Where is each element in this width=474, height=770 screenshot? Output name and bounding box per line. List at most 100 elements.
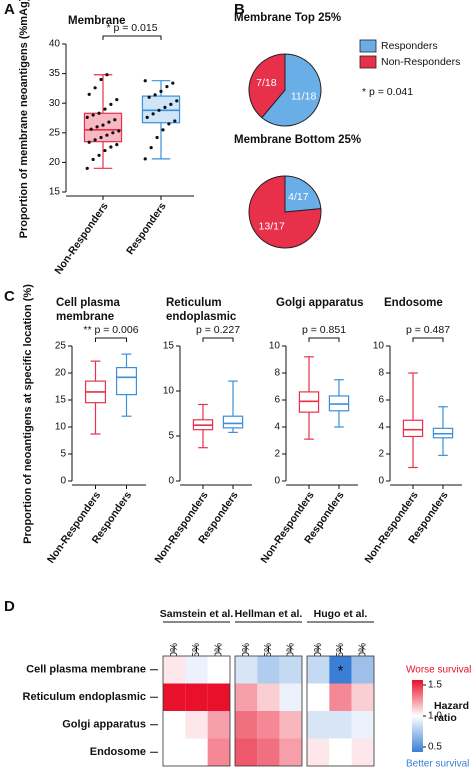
y-tick-label: 30	[49, 98, 61, 109]
box	[83, 112, 123, 143]
data-point	[147, 95, 151, 99]
p-bracket	[412, 337, 444, 342]
data-point	[171, 81, 175, 85]
data-point	[97, 153, 101, 157]
group-frame	[234, 655, 303, 767]
data-point	[175, 99, 179, 103]
data-point	[157, 108, 161, 112]
y-tick-label: 15	[55, 395, 67, 406]
data-point	[101, 123, 105, 127]
row-label: Endosome	[90, 746, 146, 758]
heat-cell	[185, 656, 208, 684]
group-label: Samstein et al.	[160, 608, 234, 620]
data-point	[87, 92, 91, 96]
y-tick-label: 2	[274, 449, 280, 460]
data-point	[173, 119, 177, 123]
data-point	[91, 113, 95, 117]
heat-cell	[329, 656, 352, 684]
column-label: 10%	[285, 643, 296, 663]
panel-label: D	[4, 598, 15, 615]
column-label: 25%	[191, 643, 202, 663]
p-value: p = 0.487	[406, 324, 450, 336]
y-tick-label: 6	[378, 395, 384, 406]
slice-label: 11/18	[291, 91, 317, 103]
chart-title: Cell plasma membrane	[56, 297, 120, 323]
heat-cell	[351, 711, 374, 739]
chart-title-box: Golgi apparatus	[276, 297, 364, 309]
heat-cell	[235, 656, 258, 684]
x-tick-label: Responders	[124, 200, 169, 257]
slice-label: 13/17	[259, 220, 285, 232]
pie-slice	[284, 175, 322, 213]
chart-title-box: Endosome	[384, 297, 443, 309]
column-label: 50%	[241, 643, 252, 663]
p-value: * p = 0.015	[106, 22, 157, 34]
y-tick-label: 40	[49, 39, 61, 50]
heat-cell	[351, 656, 374, 684]
y-tick-label: 4	[378, 422, 384, 433]
panel-label: A	[4, 1, 15, 18]
data-point	[143, 157, 147, 161]
p-value: ** p = 0.006	[83, 324, 138, 336]
data-point	[115, 143, 119, 147]
slice-label: 7/18	[256, 77, 277, 89]
heat-cell	[307, 656, 330, 684]
y-tick-label: 5	[168, 431, 174, 442]
slice-label: 4/17	[288, 191, 309, 203]
data-point	[163, 105, 167, 109]
y-tick-label: 0	[168, 476, 174, 487]
p-value: * p = 0.041	[362, 86, 413, 98]
column-label: 10%	[357, 643, 368, 663]
data-point	[103, 148, 107, 153]
heat-cell	[163, 711, 186, 739]
panel-label: C	[4, 288, 15, 305]
heat-cell	[329, 683, 352, 711]
heat-cell	[307, 738, 330, 766]
x-tick-label: Non-Responders	[45, 489, 103, 565]
pie-slice	[248, 175, 322, 249]
heat-cell	[207, 738, 230, 766]
data-point	[115, 98, 119, 102]
p-bracket	[308, 337, 340, 342]
legend-swatch	[359, 39, 377, 53]
box	[222, 415, 244, 429]
box	[402, 419, 424, 438]
data-point	[89, 127, 93, 131]
colorbar	[412, 680, 423, 752]
chart-title: Reticulum endoplasmic	[166, 297, 237, 323]
p-bracket	[102, 35, 162, 40]
heat-cell	[279, 738, 302, 766]
data-point	[165, 85, 169, 89]
box	[115, 367, 138, 396]
heat-cell	[257, 656, 280, 684]
data-point	[99, 135, 103, 140]
heat-cell	[257, 683, 280, 711]
heat-cell	[257, 711, 280, 739]
group-label: Hugo et al.	[314, 608, 368, 620]
pie-slice	[248, 53, 286, 119]
data-point	[105, 133, 109, 137]
chart-title-box: Cell plasma membrane	[56, 297, 120, 323]
p-value: p = 0.851	[302, 324, 346, 336]
chart-title: Membrane Top 25%	[234, 12, 341, 24]
box	[141, 95, 181, 124]
p-bracket	[202, 337, 234, 342]
data-point	[161, 128, 165, 132]
y-tick-label: 0	[378, 476, 384, 487]
data-point	[151, 112, 155, 116]
data-point	[97, 111, 101, 115]
y-tick-label: 25	[49, 127, 61, 138]
heat-cell	[185, 711, 208, 739]
data-point	[93, 86, 97, 90]
heat-cell	[207, 683, 230, 711]
heat-cell	[351, 738, 374, 766]
heat-cell	[257, 738, 280, 766]
legend-swatch	[359, 55, 377, 69]
heat-cell	[329, 711, 352, 739]
heat-cell	[207, 656, 230, 684]
y-tick-label: 8	[378, 368, 384, 379]
data-point	[153, 93, 157, 97]
group-frame	[162, 655, 231, 767]
column-label: 10%	[213, 643, 224, 663]
